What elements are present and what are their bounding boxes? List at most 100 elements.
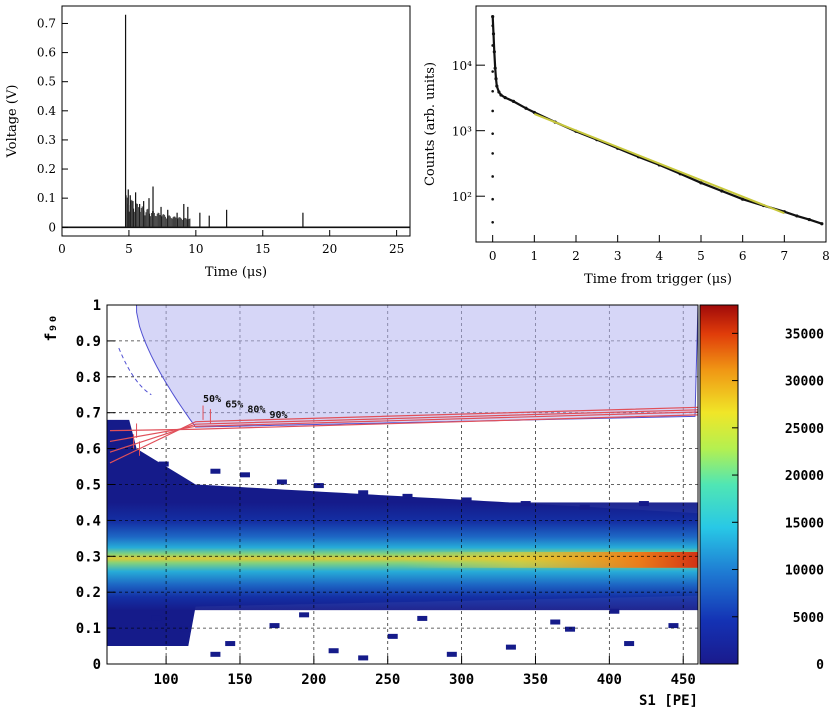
colorbar-tick-label: 20000 — [785, 469, 824, 484]
decay-x-axis-label: Time from trigger (μs) — [584, 272, 732, 287]
voltage-y-tick-label: 0.1 — [37, 191, 56, 205]
heatmap-y-tick-label: 0.2 — [76, 585, 101, 601]
f90-heatmap-panel: 50% 65% 80% 90% 100 150 200 250 300 350 400 450 00… — [42, 298, 824, 709]
voltage-x-ticks: 0 5 10 15 20 25 — [58, 230, 404, 256]
decay-point — [491, 32, 496, 36]
decay-x-tick-label: 0 — [489, 249, 497, 263]
heatmap-cell — [417, 615, 428, 621]
heatmap-cell — [276, 479, 287, 485]
heatmap-x-tick-label: 350 — [523, 672, 548, 688]
voltage-y-tick-label: 0.3 — [37, 133, 56, 147]
heatmap-cell — [313, 483, 324, 489]
heatmap-cell — [565, 626, 576, 632]
decay-x-tick-label: 8 — [822, 249, 830, 263]
heatmap-cell — [609, 608, 620, 614]
heatmap-y-tick-label: 0.9 — [76, 334, 101, 350]
voltage-x-tick-label: 25 — [389, 242, 404, 256]
decay-x-tick-label: 3 — [614, 249, 622, 263]
heatmap-cell — [239, 472, 250, 478]
voltage-y-ticks: 0 0.1 0.2 0.3 0.4 0.5 0.6 0.7 — [37, 16, 68, 234]
decay-dot — [491, 132, 494, 135]
decay-dot — [491, 152, 494, 155]
heatmap-cell — [402, 493, 413, 499]
decay-point — [499, 93, 503, 97]
decay-point — [820, 222, 824, 226]
acceptance-contour — [109, 414, 699, 432]
voltage-x-tick-label: 15 — [255, 242, 270, 256]
voltage-x-tick-label: 20 — [322, 242, 337, 256]
colorbar-ticks: 0 5000 10000 15000 20000 25000 30000 35000 — [732, 327, 824, 673]
decay-point — [807, 217, 811, 222]
heatmap-y-tick-label: 1 — [93, 298, 101, 314]
voltage-y-tick-label: 0.4 — [37, 104, 56, 118]
decay-y-axis-label: Counts (arb. units) — [423, 62, 438, 186]
colorbar-tick-label: 25000 — [785, 422, 824, 437]
heatmap-cell — [151, 615, 162, 621]
colorbar — [699, 304, 739, 665]
heatmap-cell — [668, 623, 679, 629]
heatmap-y-tick-label: 0.3 — [76, 549, 101, 565]
heatmap-y-tick-label: 0.5 — [76, 478, 101, 494]
voltage-trace-panel: 0 5 10 15 20 25 0 0.1 0.2 0.3 0.4 0.5 0.6 0.7 Time (… — [5, 5, 411, 280]
voltage-y-axis-label: Voltage (V) — [5, 85, 20, 159]
heatmap-cell — [550, 619, 561, 625]
decay-point — [524, 106, 528, 110]
acceptance-contour — [109, 411, 699, 443]
voltage-plot-frame — [61, 5, 411, 237]
decay-panel: 0 1 2 3 4 5 6 7 8 10² 10³ 10⁴ Time from trigger (μ… — [423, 5, 830, 287]
decay-point — [491, 15, 495, 19]
decay-point — [492, 50, 496, 54]
decay-x-tick-label: 5 — [697, 249, 705, 263]
heatmap-x-tick-label: 200 — [301, 672, 326, 688]
voltage-y-tick-label: 0 — [48, 220, 56, 234]
decay-x-tick-label: 1 — [531, 249, 539, 263]
heatmap-x-tick-label: 400 — [597, 672, 622, 688]
decay-y-tick-label: 10⁴ — [452, 59, 472, 73]
heatmap-cell — [328, 648, 339, 654]
heatmap-cell — [210, 651, 221, 657]
heatmap-cell — [225, 641, 236, 647]
heatmap-cell — [520, 501, 531, 507]
colorbar-tick-label: 15000 — [785, 516, 824, 531]
heatmap-cell — [579, 504, 590, 510]
decay-dot — [491, 24, 494, 28]
heatmap-cell — [461, 497, 472, 503]
heatmap-cell — [358, 490, 369, 496]
colorbar-tick-label: 10000 — [785, 564, 824, 579]
heatmap-x-tick-label: 250 — [375, 672, 400, 688]
decay-point — [741, 197, 745, 201]
voltage-x-tick-label: 5 — [125, 242, 133, 256]
acceptance-contour — [109, 406, 699, 464]
heatmap-y-tick-label: 0.1 — [76, 621, 101, 637]
decay-x-tick-label: 4 — [656, 249, 664, 263]
decay-point — [495, 84, 499, 88]
heatmap-x-ticks: 100 150 200 250 300 350 400 450 — [153, 656, 696, 688]
heatmap-cell — [269, 623, 280, 629]
voltage-y-tick-label: 0.6 — [37, 46, 56, 60]
heatmap-cell — [158, 461, 169, 467]
voltage-trace-marks — [62, 14, 410, 229]
decay-y-ticks: 10² 10³ 10⁴ — [452, 59, 485, 204]
decay-point — [699, 181, 703, 185]
decay-dot — [491, 175, 494, 178]
acceptance-label: 65% — [225, 399, 243, 410]
voltage-x-tick-label: 0 — [58, 242, 66, 256]
heatmap-cell — [446, 651, 457, 657]
decay-dot — [491, 109, 494, 113]
acceptance-label: 80% — [247, 405, 265, 416]
heatmap-cell — [210, 468, 221, 474]
heatmap-x-axis-label: S1 [PE] — [639, 693, 698, 709]
decay-fit-line — [533, 113, 785, 215]
colorbar-tick-label: 0 — [816, 658, 824, 673]
heatmap-y-ticks: 0 0.1 0.2 0.3 0.4 0.5 0.6 0.7 0.8 0.9 1 — [76, 298, 115, 673]
heatmap-y-tick-label: 0.6 — [76, 442, 101, 458]
heatmap-y-tick-label: 0.7 — [76, 406, 101, 422]
colorbar-tick-label: 35000 — [785, 327, 824, 342]
voltage-x-tick-label: 10 — [188, 242, 203, 256]
decay-dot — [491, 220, 494, 224]
acceptance-region — [136, 304, 699, 428]
acceptance-label: 50% — [203, 394, 221, 405]
heatmap-hot-core — [402, 551, 698, 568]
heatmap-cell — [505, 644, 516, 650]
